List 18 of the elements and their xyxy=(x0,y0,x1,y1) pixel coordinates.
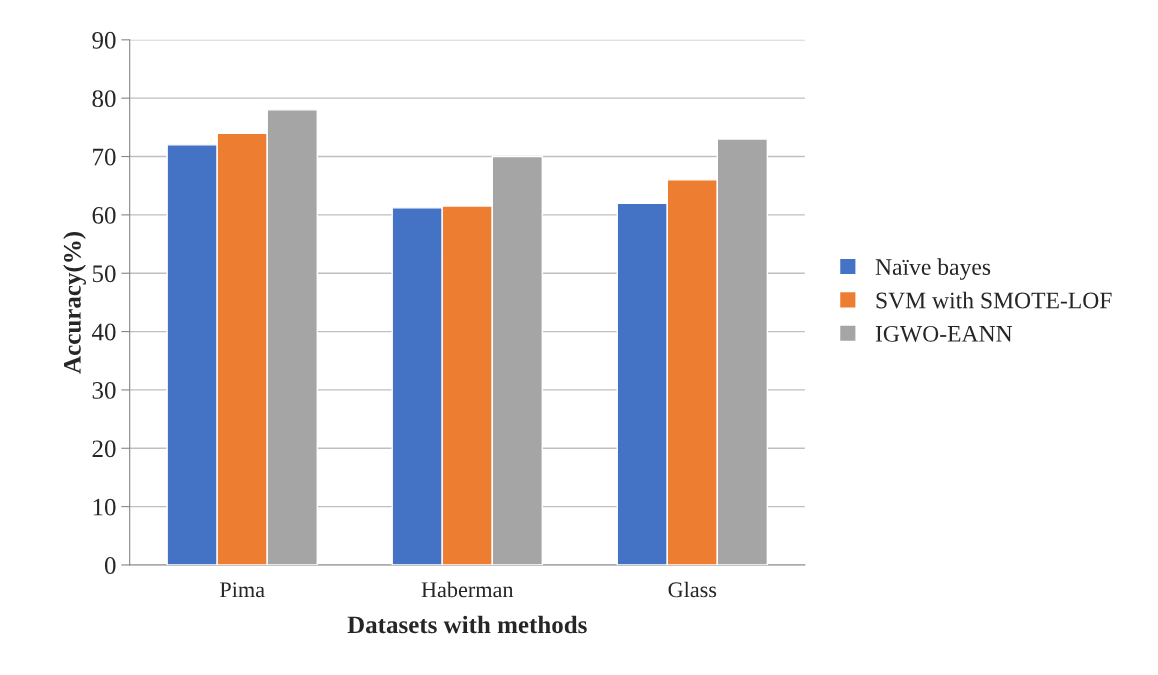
x-tick-label: Haberman xyxy=(421,581,514,598)
legend-label: Naïve bayes xyxy=(875,258,991,280)
y-tick-label: 80 xyxy=(92,90,116,108)
y-tick-label: 20 xyxy=(92,440,116,458)
x-axis-title: Datasets with methods xyxy=(347,615,587,634)
legend-label: SVM with SMOTE-LOF xyxy=(876,291,1112,309)
y-axis-title: Accuracy(%) xyxy=(63,232,86,374)
legend-label: IGWO-EANN xyxy=(875,325,1013,342)
y-tick-label: 60 xyxy=(92,206,116,224)
y-tick-label: 50 xyxy=(92,265,116,283)
y-tick-label: 0 xyxy=(104,557,116,574)
y-tick-label: 10 xyxy=(93,498,116,516)
y-tick-label: 90 xyxy=(92,31,116,49)
x-tick-label: Glass xyxy=(668,581,717,598)
y-tick-label: 40 xyxy=(91,323,116,341)
x-tick-label: Pima xyxy=(220,582,265,598)
y-tick-label: 30 xyxy=(92,381,116,399)
y-tick-label: 70 xyxy=(93,148,116,166)
